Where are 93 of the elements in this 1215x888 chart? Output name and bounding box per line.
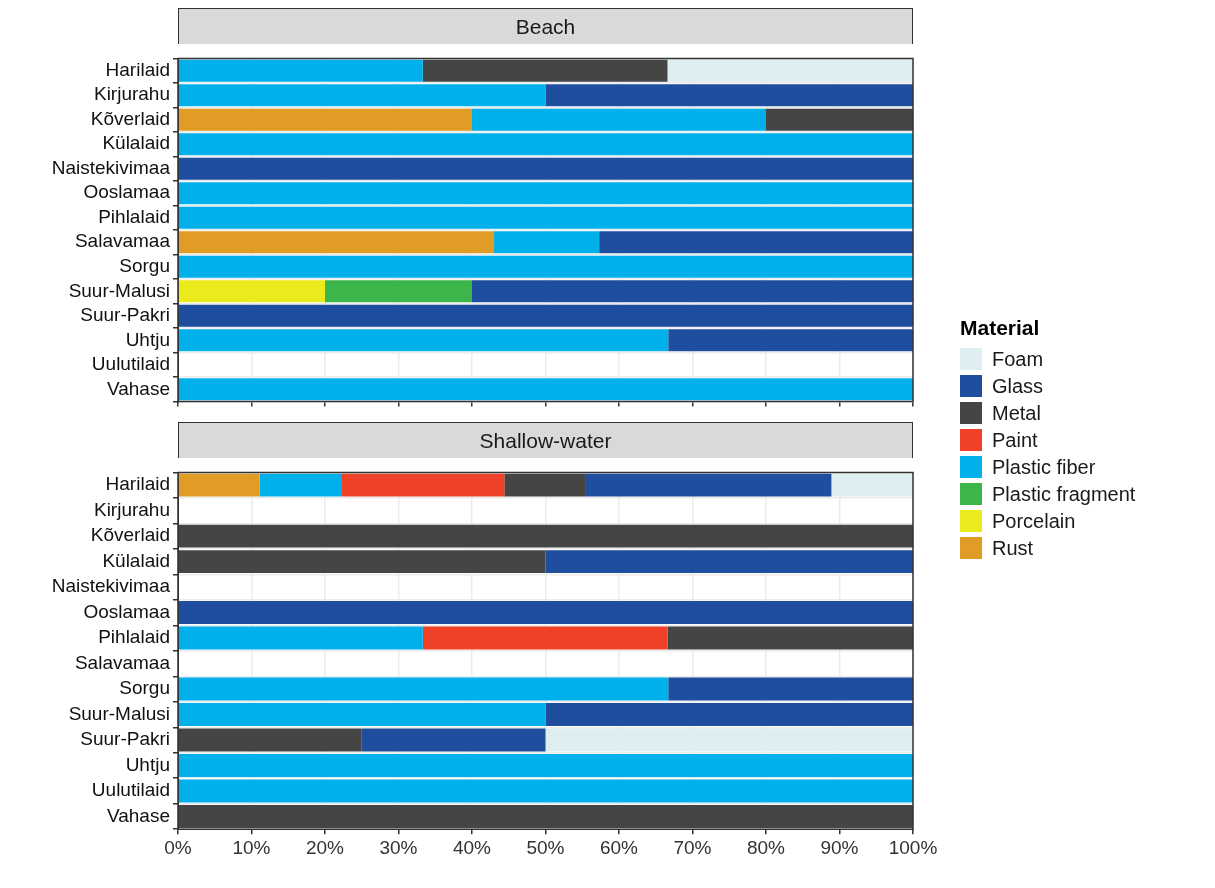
bar xyxy=(178,378,913,401)
y-tick-label: Sorgu xyxy=(119,255,170,277)
legend-label: Porcelain xyxy=(992,509,1076,533)
y-tick-label: Külalaid xyxy=(102,549,170,571)
bar xyxy=(599,231,913,254)
bar xyxy=(494,231,600,254)
y-tick-label: Harilaid xyxy=(105,58,170,80)
x-tick-label: 30% xyxy=(379,836,418,858)
y-tick-label: Ooslamaa xyxy=(83,181,171,203)
legend-label: Plastic fiber xyxy=(992,455,1096,479)
y-tick-label: Salavamaa xyxy=(74,230,171,252)
y-tick-label: Suur-Pakri xyxy=(80,304,170,326)
bar xyxy=(472,280,913,303)
y-tick-label: Naistekivimaa xyxy=(51,156,171,178)
bar xyxy=(178,473,260,497)
y-tick-label: Uhtju xyxy=(125,753,170,775)
bar xyxy=(178,59,423,82)
bar xyxy=(325,280,472,303)
bar xyxy=(585,473,832,497)
bar xyxy=(178,703,546,726)
y-tick-label: Vahase xyxy=(106,804,170,826)
y-tick-label: Ooslamaa xyxy=(83,600,171,622)
bar xyxy=(341,473,505,497)
bar xyxy=(545,703,913,726)
chart-title: Beach xyxy=(178,8,913,44)
x-tick-label: 20% xyxy=(305,836,345,858)
y-tick-label: Uhtju xyxy=(125,328,170,350)
bar xyxy=(472,108,766,131)
bar xyxy=(178,304,913,327)
y-tick-label: Külalaid xyxy=(102,132,170,154)
y-tick-label: Kirjurahu xyxy=(93,498,170,520)
chart-title: Shallow-water xyxy=(178,422,913,458)
bar xyxy=(178,133,913,156)
legend-label: Plastic fragment xyxy=(992,482,1136,506)
legend-label: Metal xyxy=(992,401,1041,425)
y-tick-label: Suur-Malusi xyxy=(68,279,170,301)
y-tick-label: Pihlalaid xyxy=(98,626,170,648)
bar xyxy=(178,728,362,752)
bar xyxy=(178,206,913,229)
bar xyxy=(259,473,342,497)
bar xyxy=(178,182,913,205)
bar xyxy=(178,524,913,548)
x-tick-label: 100% xyxy=(888,836,938,858)
y-tick-label: Salavamaa xyxy=(74,651,171,673)
bar xyxy=(668,677,913,701)
y-tick-label: Uulutilaid xyxy=(91,779,170,801)
bar xyxy=(178,779,913,803)
bar xyxy=(422,626,668,650)
y-tick-label: Kõverlaid xyxy=(90,107,170,129)
y-tick-label: Uulutilaid xyxy=(91,353,170,375)
y-tick-label: Naistekivimaa xyxy=(51,575,171,597)
y-tick-label: Suur-Pakri xyxy=(80,728,170,750)
legend-label: Rust xyxy=(992,536,1034,560)
y-tick-label: Pihlalaid xyxy=(98,205,170,227)
bar xyxy=(178,804,913,828)
x-tick-label: 60% xyxy=(599,836,639,858)
x-tick-label: 80% xyxy=(746,836,786,858)
bar xyxy=(178,231,495,254)
bar xyxy=(504,473,586,497)
legend-label: Paint xyxy=(992,428,1038,452)
x-tick-label: 10% xyxy=(232,836,271,858)
y-tick-label: Kirjurahu xyxy=(93,83,170,105)
x-tick-label: 70% xyxy=(673,836,712,858)
legend-label: Glass xyxy=(992,374,1044,398)
x-tick-label: 90% xyxy=(820,836,859,858)
bar xyxy=(178,626,423,650)
bar xyxy=(178,550,546,574)
bar xyxy=(178,255,913,278)
bar xyxy=(178,754,913,777)
x-tick-label: 0% xyxy=(164,836,192,858)
bar xyxy=(422,59,668,82)
y-tick-label: Vahase xyxy=(106,377,170,399)
x-tick-label: 50% xyxy=(526,836,565,858)
bar xyxy=(361,728,546,752)
bar xyxy=(545,550,913,574)
y-tick-label: Suur-Malusi xyxy=(68,702,170,724)
bar xyxy=(766,108,913,131)
bar xyxy=(178,84,546,107)
bar xyxy=(178,329,669,352)
legend-label: Foam xyxy=(992,347,1044,371)
y-tick-label: Harilaid xyxy=(105,473,170,495)
legend-title: Material xyxy=(960,315,1041,340)
bar xyxy=(545,84,913,107)
y-tick-label: Kõverlaid xyxy=(90,524,170,546)
bar xyxy=(668,329,913,352)
bar xyxy=(178,280,325,303)
bar xyxy=(178,677,669,701)
bar xyxy=(178,108,472,131)
x-tick-label: 40% xyxy=(452,836,492,858)
bar xyxy=(178,601,913,625)
bar xyxy=(178,157,913,180)
y-tick-label: Sorgu xyxy=(119,677,170,699)
bar xyxy=(667,626,913,650)
